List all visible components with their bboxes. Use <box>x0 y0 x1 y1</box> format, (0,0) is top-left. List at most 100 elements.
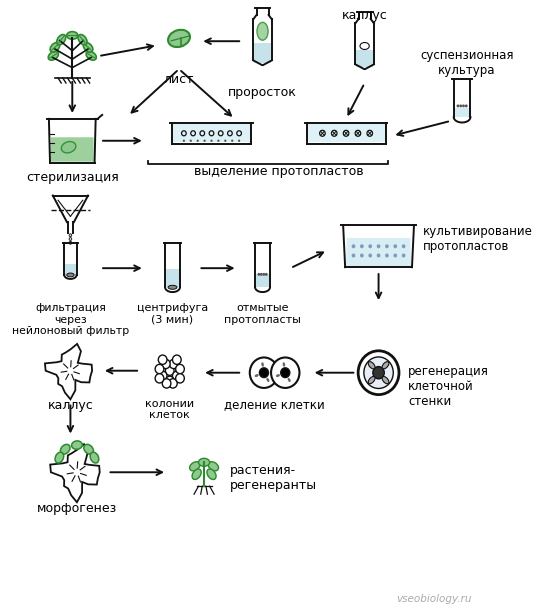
Circle shape <box>393 245 397 248</box>
Circle shape <box>162 379 171 388</box>
Circle shape <box>257 273 260 276</box>
Ellipse shape <box>78 34 87 45</box>
Ellipse shape <box>190 462 200 471</box>
Ellipse shape <box>67 31 78 39</box>
Circle shape <box>377 245 381 248</box>
Circle shape <box>393 254 397 257</box>
Ellipse shape <box>255 374 258 377</box>
Circle shape <box>166 366 174 375</box>
Polygon shape <box>50 444 100 502</box>
Circle shape <box>280 368 290 378</box>
Circle shape <box>173 355 181 365</box>
Circle shape <box>175 374 184 383</box>
Ellipse shape <box>61 142 76 153</box>
Circle shape <box>168 379 177 388</box>
Text: проросток: проросток <box>228 86 297 99</box>
Circle shape <box>265 273 268 276</box>
Polygon shape <box>165 287 180 292</box>
Text: каллус: каллус <box>342 9 388 22</box>
Polygon shape <box>64 275 76 279</box>
Circle shape <box>360 254 364 257</box>
Circle shape <box>166 376 174 386</box>
Circle shape <box>224 140 227 142</box>
Circle shape <box>358 351 399 395</box>
Circle shape <box>262 273 265 276</box>
Circle shape <box>351 254 355 257</box>
Ellipse shape <box>266 378 270 382</box>
Ellipse shape <box>55 452 64 463</box>
Circle shape <box>260 273 263 276</box>
Ellipse shape <box>208 462 218 471</box>
Circle shape <box>377 254 381 257</box>
Polygon shape <box>45 344 92 399</box>
Text: растения-
регенеранты: растения- регенеранты <box>230 464 317 492</box>
Circle shape <box>158 371 167 381</box>
Circle shape <box>69 241 72 244</box>
Circle shape <box>162 359 170 368</box>
Polygon shape <box>307 124 384 142</box>
Ellipse shape <box>84 444 94 454</box>
Text: отмытые
протопласты: отмытые протопласты <box>224 303 301 325</box>
Circle shape <box>368 254 372 257</box>
Ellipse shape <box>288 378 291 382</box>
Circle shape <box>364 357 393 389</box>
Text: морфогенез: морфогенез <box>37 502 117 515</box>
Ellipse shape <box>261 362 264 367</box>
Circle shape <box>204 140 206 142</box>
Polygon shape <box>255 287 270 292</box>
Ellipse shape <box>50 43 60 52</box>
Circle shape <box>155 365 164 374</box>
Text: vseobiology.ru: vseobiology.ru <box>396 594 471 604</box>
Circle shape <box>183 140 185 142</box>
Circle shape <box>169 359 178 368</box>
Circle shape <box>155 374 164 383</box>
Circle shape <box>462 105 465 107</box>
Text: стерилизация: стерилизация <box>26 171 119 184</box>
Ellipse shape <box>257 22 268 40</box>
Circle shape <box>402 254 405 257</box>
Text: деление клетки: деление клетки <box>224 399 325 411</box>
Circle shape <box>217 140 219 142</box>
Polygon shape <box>51 137 94 161</box>
Ellipse shape <box>83 43 93 52</box>
Circle shape <box>196 140 199 142</box>
Polygon shape <box>455 108 470 117</box>
Ellipse shape <box>168 30 190 47</box>
Ellipse shape <box>368 362 375 369</box>
Polygon shape <box>356 50 373 67</box>
Text: фильтрация
через
нейлоновый фильтр: фильтрация через нейлоновый фильтр <box>12 303 129 336</box>
Circle shape <box>373 367 384 379</box>
Ellipse shape <box>67 273 74 277</box>
Circle shape <box>368 245 372 248</box>
Circle shape <box>69 238 72 240</box>
Circle shape <box>173 371 181 381</box>
Text: суспензионная
культура: суспензионная культура <box>420 49 514 77</box>
Ellipse shape <box>382 362 389 369</box>
Ellipse shape <box>60 444 70 454</box>
Circle shape <box>211 140 213 142</box>
Circle shape <box>402 245 405 248</box>
Ellipse shape <box>368 376 375 384</box>
Ellipse shape <box>48 51 58 60</box>
Ellipse shape <box>283 362 285 367</box>
Circle shape <box>351 245 355 248</box>
Circle shape <box>260 368 268 378</box>
Polygon shape <box>454 117 470 123</box>
Circle shape <box>250 357 278 388</box>
Text: выделение протопластов: выделение протопластов <box>195 164 364 177</box>
Text: культивирование
протопластов: культивирование протопластов <box>423 225 533 253</box>
Ellipse shape <box>72 441 82 449</box>
Text: центрифуга
(3 мин): центрифуга (3 мин) <box>137 303 208 325</box>
Ellipse shape <box>207 469 216 479</box>
Ellipse shape <box>382 376 389 384</box>
Circle shape <box>456 105 459 107</box>
Circle shape <box>231 140 233 142</box>
Polygon shape <box>254 43 271 63</box>
Polygon shape <box>173 124 250 142</box>
Circle shape <box>69 234 72 237</box>
Circle shape <box>175 365 184 374</box>
Ellipse shape <box>168 285 177 290</box>
Circle shape <box>190 140 192 142</box>
Ellipse shape <box>90 452 99 463</box>
Circle shape <box>385 254 389 257</box>
